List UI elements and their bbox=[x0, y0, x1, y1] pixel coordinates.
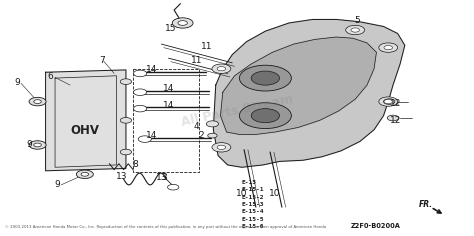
Text: 9: 9 bbox=[26, 140, 32, 149]
Circle shape bbox=[208, 133, 217, 138]
Bar bbox=[133, 69, 199, 172]
Text: E-15-5: E-15-5 bbox=[242, 217, 264, 222]
Circle shape bbox=[379, 43, 398, 52]
Text: 8: 8 bbox=[133, 160, 138, 169]
Circle shape bbox=[134, 105, 147, 112]
Text: OHV: OHV bbox=[70, 124, 100, 137]
Text: 14: 14 bbox=[146, 131, 158, 140]
Text: 15: 15 bbox=[165, 24, 177, 33]
Circle shape bbox=[120, 79, 132, 84]
Circle shape bbox=[212, 64, 231, 73]
Text: 12: 12 bbox=[390, 116, 401, 125]
Text: E-15-3: E-15-3 bbox=[242, 202, 264, 207]
Text: 4: 4 bbox=[194, 122, 200, 131]
Text: 2: 2 bbox=[199, 131, 204, 140]
Text: © 2003-2013 American Honda Motor Co., Inc. Reproduction of the contents of this : © 2003-2013 American Honda Motor Co., In… bbox=[5, 225, 327, 229]
Text: E-15-1: E-15-1 bbox=[242, 187, 264, 192]
Circle shape bbox=[212, 143, 231, 152]
Circle shape bbox=[138, 136, 152, 142]
Polygon shape bbox=[220, 37, 376, 135]
Text: 14: 14 bbox=[163, 101, 174, 110]
Text: 9: 9 bbox=[14, 78, 20, 87]
Text: 11: 11 bbox=[201, 42, 212, 51]
Text: FR.: FR. bbox=[419, 200, 433, 209]
Circle shape bbox=[76, 170, 93, 178]
Text: 11: 11 bbox=[191, 56, 202, 65]
Text: 10: 10 bbox=[269, 189, 281, 198]
Text: 7: 7 bbox=[100, 56, 105, 65]
Circle shape bbox=[120, 118, 132, 123]
Circle shape bbox=[384, 99, 392, 104]
Circle shape bbox=[387, 115, 399, 121]
Circle shape bbox=[383, 99, 395, 104]
Circle shape bbox=[29, 97, 46, 106]
Text: E-15-6: E-15-6 bbox=[242, 224, 264, 229]
Text: 9: 9 bbox=[55, 180, 60, 189]
Circle shape bbox=[239, 65, 292, 91]
Circle shape bbox=[167, 184, 179, 190]
Circle shape bbox=[251, 71, 280, 85]
Text: E-15: E-15 bbox=[242, 180, 257, 185]
Text: 12: 12 bbox=[390, 99, 401, 108]
Circle shape bbox=[384, 46, 392, 50]
Text: 6: 6 bbox=[47, 72, 53, 81]
Text: 14: 14 bbox=[146, 65, 158, 74]
Circle shape bbox=[81, 173, 89, 176]
Circle shape bbox=[34, 100, 41, 103]
Circle shape bbox=[29, 141, 46, 149]
Text: Z2F0-B0200A: Z2F0-B0200A bbox=[350, 223, 401, 229]
Polygon shape bbox=[213, 19, 405, 167]
Circle shape bbox=[251, 109, 280, 123]
Circle shape bbox=[172, 18, 193, 28]
Text: 5: 5 bbox=[355, 16, 360, 25]
Text: 13: 13 bbox=[116, 172, 127, 181]
Text: E-15-4: E-15-4 bbox=[242, 209, 264, 214]
Circle shape bbox=[239, 103, 292, 129]
Text: 13: 13 bbox=[155, 173, 167, 182]
Circle shape bbox=[134, 70, 147, 77]
Circle shape bbox=[217, 145, 226, 149]
Text: E-15-2: E-15-2 bbox=[242, 195, 264, 200]
Circle shape bbox=[134, 89, 147, 96]
Circle shape bbox=[206, 121, 219, 127]
Circle shape bbox=[351, 28, 359, 32]
Circle shape bbox=[346, 25, 365, 35]
Text: 14: 14 bbox=[163, 84, 174, 93]
Text: All Parts Stream: All Parts Stream bbox=[180, 93, 294, 129]
Text: 3: 3 bbox=[161, 173, 167, 182]
Circle shape bbox=[178, 21, 187, 25]
Circle shape bbox=[120, 149, 132, 155]
Circle shape bbox=[34, 143, 41, 147]
Circle shape bbox=[217, 67, 226, 71]
Circle shape bbox=[379, 97, 398, 106]
Text: 10: 10 bbox=[236, 189, 247, 198]
Polygon shape bbox=[46, 70, 126, 171]
